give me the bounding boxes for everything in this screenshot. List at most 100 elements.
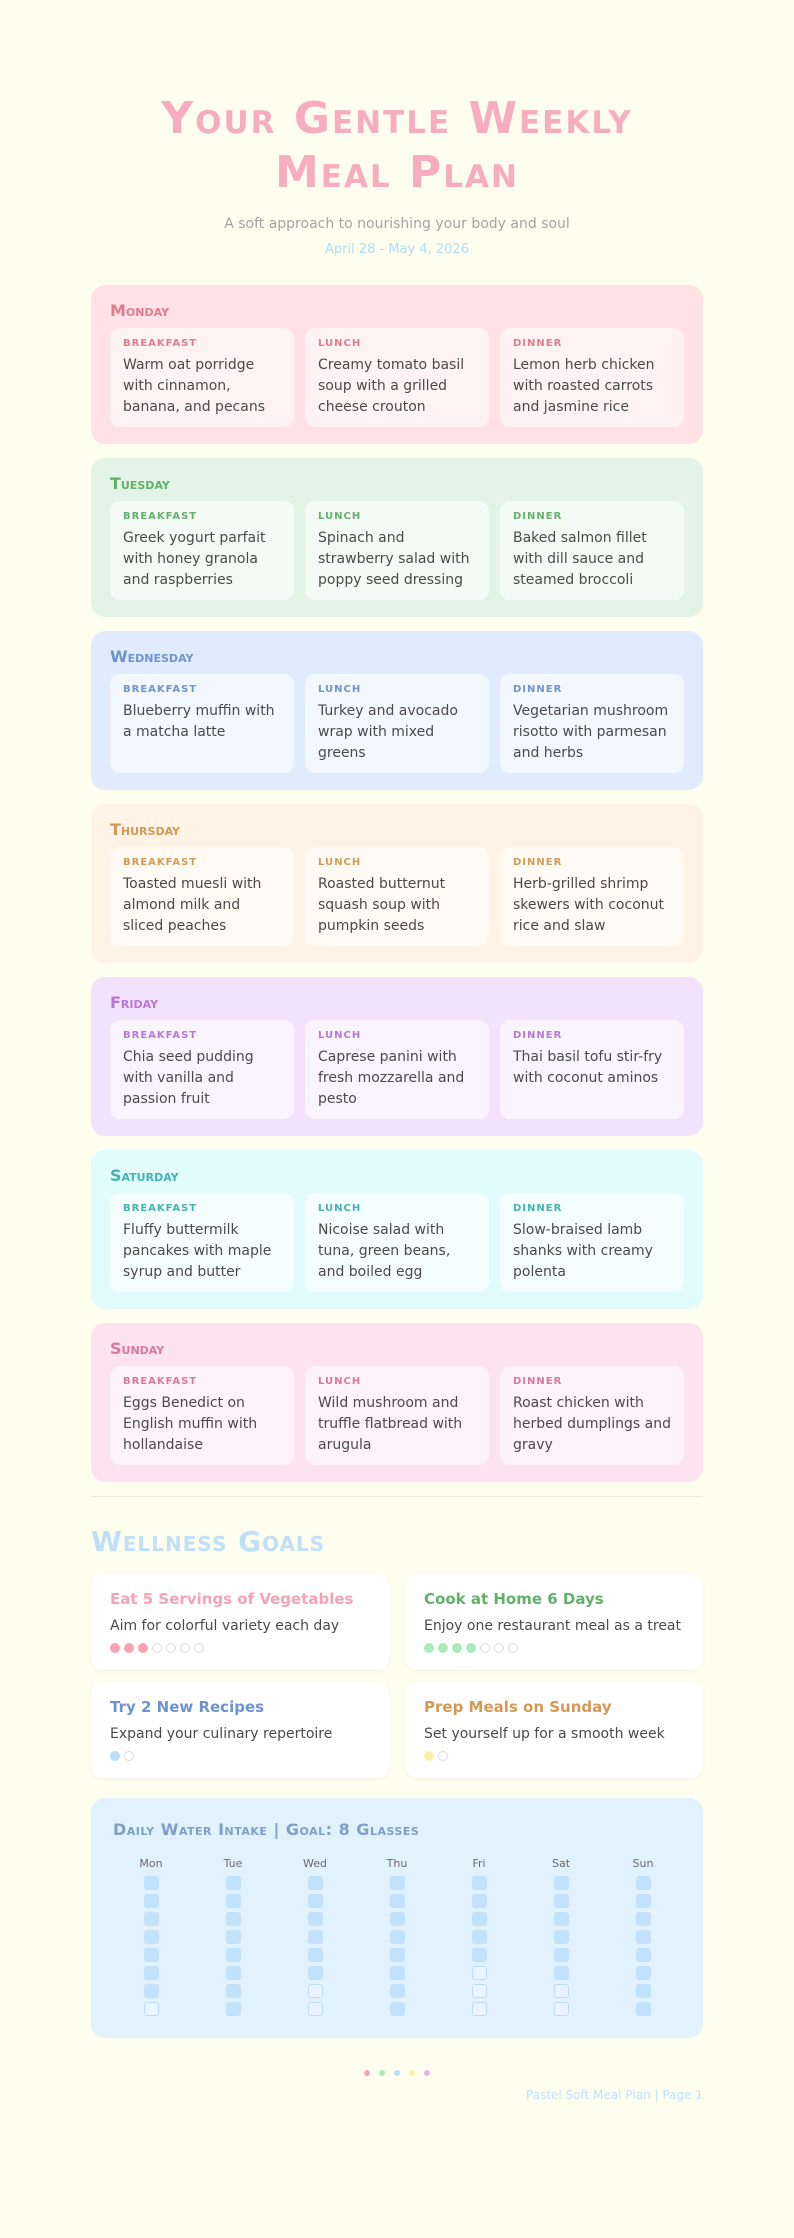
meal-description: Wild mushroom and truffle flatbread with… <box>318 1395 463 1453</box>
meal-type-label: DINNER <box>513 1030 563 1041</box>
day-card-wednesday: Wednesday BREAKFAST Blueberry muffin with… <box>91 631 703 790</box>
water-glass-filled[interactable] <box>471 1894 487 1908</box>
water-glass-filled[interactable] <box>553 1912 569 1926</box>
water-glass-filled[interactable] <box>143 1984 159 1998</box>
meal-type-label: BREAKFAST <box>123 857 198 868</box>
day-card-friday: Friday BREAKFAST Chia seed pudding with v… <box>91 977 703 1136</box>
water-glass-filled[interactable] <box>553 1966 569 1980</box>
water-day-label: Wed <box>303 1857 327 1870</box>
meal-type-label: LUNCH <box>318 338 362 349</box>
water-glass-filled[interactable] <box>143 1948 159 1962</box>
water-glass-filled[interactable] <box>307 1966 323 1980</box>
water-glass-filled[interactable] <box>635 1984 651 1998</box>
meal-description: Fluffy buttermilk pancakes with maple sy… <box>123 1222 272 1280</box>
water-day-column: Sat <box>541 1857 581 2020</box>
goal-progress-dots <box>110 1751 370 1761</box>
day-card-saturday: Saturday BREAKFAST Fluffy buttermilk panc… <box>91 1150 703 1309</box>
water-glass-filled[interactable] <box>635 1948 651 1962</box>
footer-decorative-dot <box>379 2070 385 2076</box>
meal-description: Vegetarian mushroom risotto with parmesa… <box>513 703 669 761</box>
meal-type-label: LUNCH <box>318 1030 362 1041</box>
water-glass-filled[interactable] <box>389 1876 405 1890</box>
water-glass-filled[interactable] <box>389 1894 405 1908</box>
meal-description: Greek yogurt parfait with honey granola … <box>123 530 266 588</box>
water-glass-filled[interactable] <box>225 2002 241 2016</box>
water-glass-filled[interactable] <box>471 1948 487 1962</box>
water-glass-empty[interactable] <box>471 2002 487 2016</box>
water-glass-filled[interactable] <box>225 1894 241 1908</box>
water-glass-filled[interactable] <box>635 1894 651 1908</box>
meal-type-label: LUNCH <box>318 1203 362 1214</box>
meal-breakfast: BREAKFAST Chia seed pudding with vanilla … <box>110 1020 294 1119</box>
water-glass-empty[interactable] <box>143 2002 159 2016</box>
water-glass-filled[interactable] <box>225 1948 241 1962</box>
day-name: Sunday <box>110 1339 165 1358</box>
date-range: April 28 - May 4, 2026 <box>325 242 469 257</box>
goal-title: Try 2 New Recipes <box>110 1698 265 1716</box>
water-glass-filled[interactable] <box>225 1930 241 1944</box>
water-glass-filled[interactable] <box>225 1876 241 1890</box>
meal-dinner: DINNER Lemon herb chicken with roasted ca… <box>500 328 684 427</box>
water-glass-filled[interactable] <box>635 2002 651 2016</box>
meals-row: BREAKFAST Blueberry muffin with a matcha … <box>110 674 684 773</box>
meal-description: Baked salmon fillet with dill sauce and … <box>513 530 647 588</box>
day-name: Thursday <box>110 820 181 839</box>
meal-type-label: BREAKFAST <box>123 684 198 695</box>
water-glass-empty[interactable] <box>553 2002 569 2016</box>
water-glass-filled[interactable] <box>143 1912 159 1926</box>
goal-description: Set yourself up for a smooth week <box>424 1726 665 1742</box>
meal-lunch: LUNCH Roasted butternut squash soup with … <box>305 847 489 946</box>
water-glass-filled[interactable] <box>553 1948 569 1962</box>
water-glass-empty[interactable] <box>553 1984 569 1998</box>
water-day-label: Sun <box>632 1857 654 1870</box>
water-glass-filled[interactable] <box>225 1966 241 1980</box>
water-glass-filled[interactable] <box>635 1930 651 1944</box>
water-glass-filled[interactable] <box>553 1894 569 1908</box>
meal-dinner: DINNER Thai basil tofu stir-fry with coco… <box>500 1020 684 1119</box>
water-glass-filled[interactable] <box>471 1930 487 1944</box>
meal-description: Warm oat porridge with cinnamon, banana,… <box>123 357 266 415</box>
water-glass-filled[interactable] <box>471 1876 487 1890</box>
water-glass-filled[interactable] <box>307 1930 323 1944</box>
water-glass-filled[interactable] <box>307 1894 323 1908</box>
water-glass-filled[interactable] <box>635 1966 651 1980</box>
water-glass-filled[interactable] <box>143 1876 159 1890</box>
goal-description: Expand your culinary repertoire <box>110 1726 333 1742</box>
water-glass-filled[interactable] <box>389 1930 405 1944</box>
water-glass-empty[interactable] <box>471 1984 487 1998</box>
water-glass-filled[interactable] <box>389 1966 405 1980</box>
water-glass-filled[interactable] <box>143 1930 159 1944</box>
meal-dinner: DINNER Vegetarian mushroom risotto with p… <box>500 674 684 773</box>
water-glass-filled[interactable] <box>143 1966 159 1980</box>
water-glass-filled[interactable] <box>307 1876 323 1890</box>
water-glass-empty[interactable] <box>471 1966 487 1980</box>
water-glass-filled[interactable] <box>389 1984 405 1998</box>
day-name: Monday <box>110 301 170 320</box>
water-day-label: Sat <box>551 1857 571 1870</box>
water-glass-filled[interactable] <box>635 1912 651 1926</box>
water-glass-filled[interactable] <box>225 1984 241 1998</box>
water-glass-filled[interactable] <box>553 1876 569 1890</box>
meal-type-label: DINNER <box>513 1376 563 1387</box>
meal-lunch: LUNCH Caprese panini with fresh mozzarell… <box>305 1020 489 1119</box>
water-glass-filled[interactable] <box>307 1912 323 1926</box>
water-glass-filled[interactable] <box>389 1948 405 1962</box>
meal-type-label: DINNER <box>513 338 563 349</box>
meal-description: Herb-grilled shrimp skewers with coconut… <box>513 876 664 934</box>
water-day-label: Mon <box>139 1857 163 1870</box>
meal-dinner: DINNER Roast chicken with herbed dumpling… <box>500 1366 684 1465</box>
meal-breakfast: BREAKFAST Eggs Benedict on English muffin… <box>110 1366 294 1465</box>
water-glass-filled[interactable] <box>471 1912 487 1926</box>
water-glass-filled[interactable] <box>307 1948 323 1962</box>
water-glass-empty[interactable] <box>307 2002 323 2016</box>
water-glass-filled[interactable] <box>389 1912 405 1926</box>
water-glass-filled[interactable] <box>389 2002 405 2016</box>
meal-description: Nicoise salad with tuna, green beans, an… <box>318 1222 451 1280</box>
water-glass-filled[interactable] <box>635 1876 651 1890</box>
water-glass-filled[interactable] <box>225 1912 241 1926</box>
water-glass-empty[interactable] <box>307 1984 323 1998</box>
water-glass-filled[interactable] <box>143 1894 159 1908</box>
progress-dot-empty <box>166 1643 176 1653</box>
water-glass-filled[interactable] <box>553 1930 569 1944</box>
